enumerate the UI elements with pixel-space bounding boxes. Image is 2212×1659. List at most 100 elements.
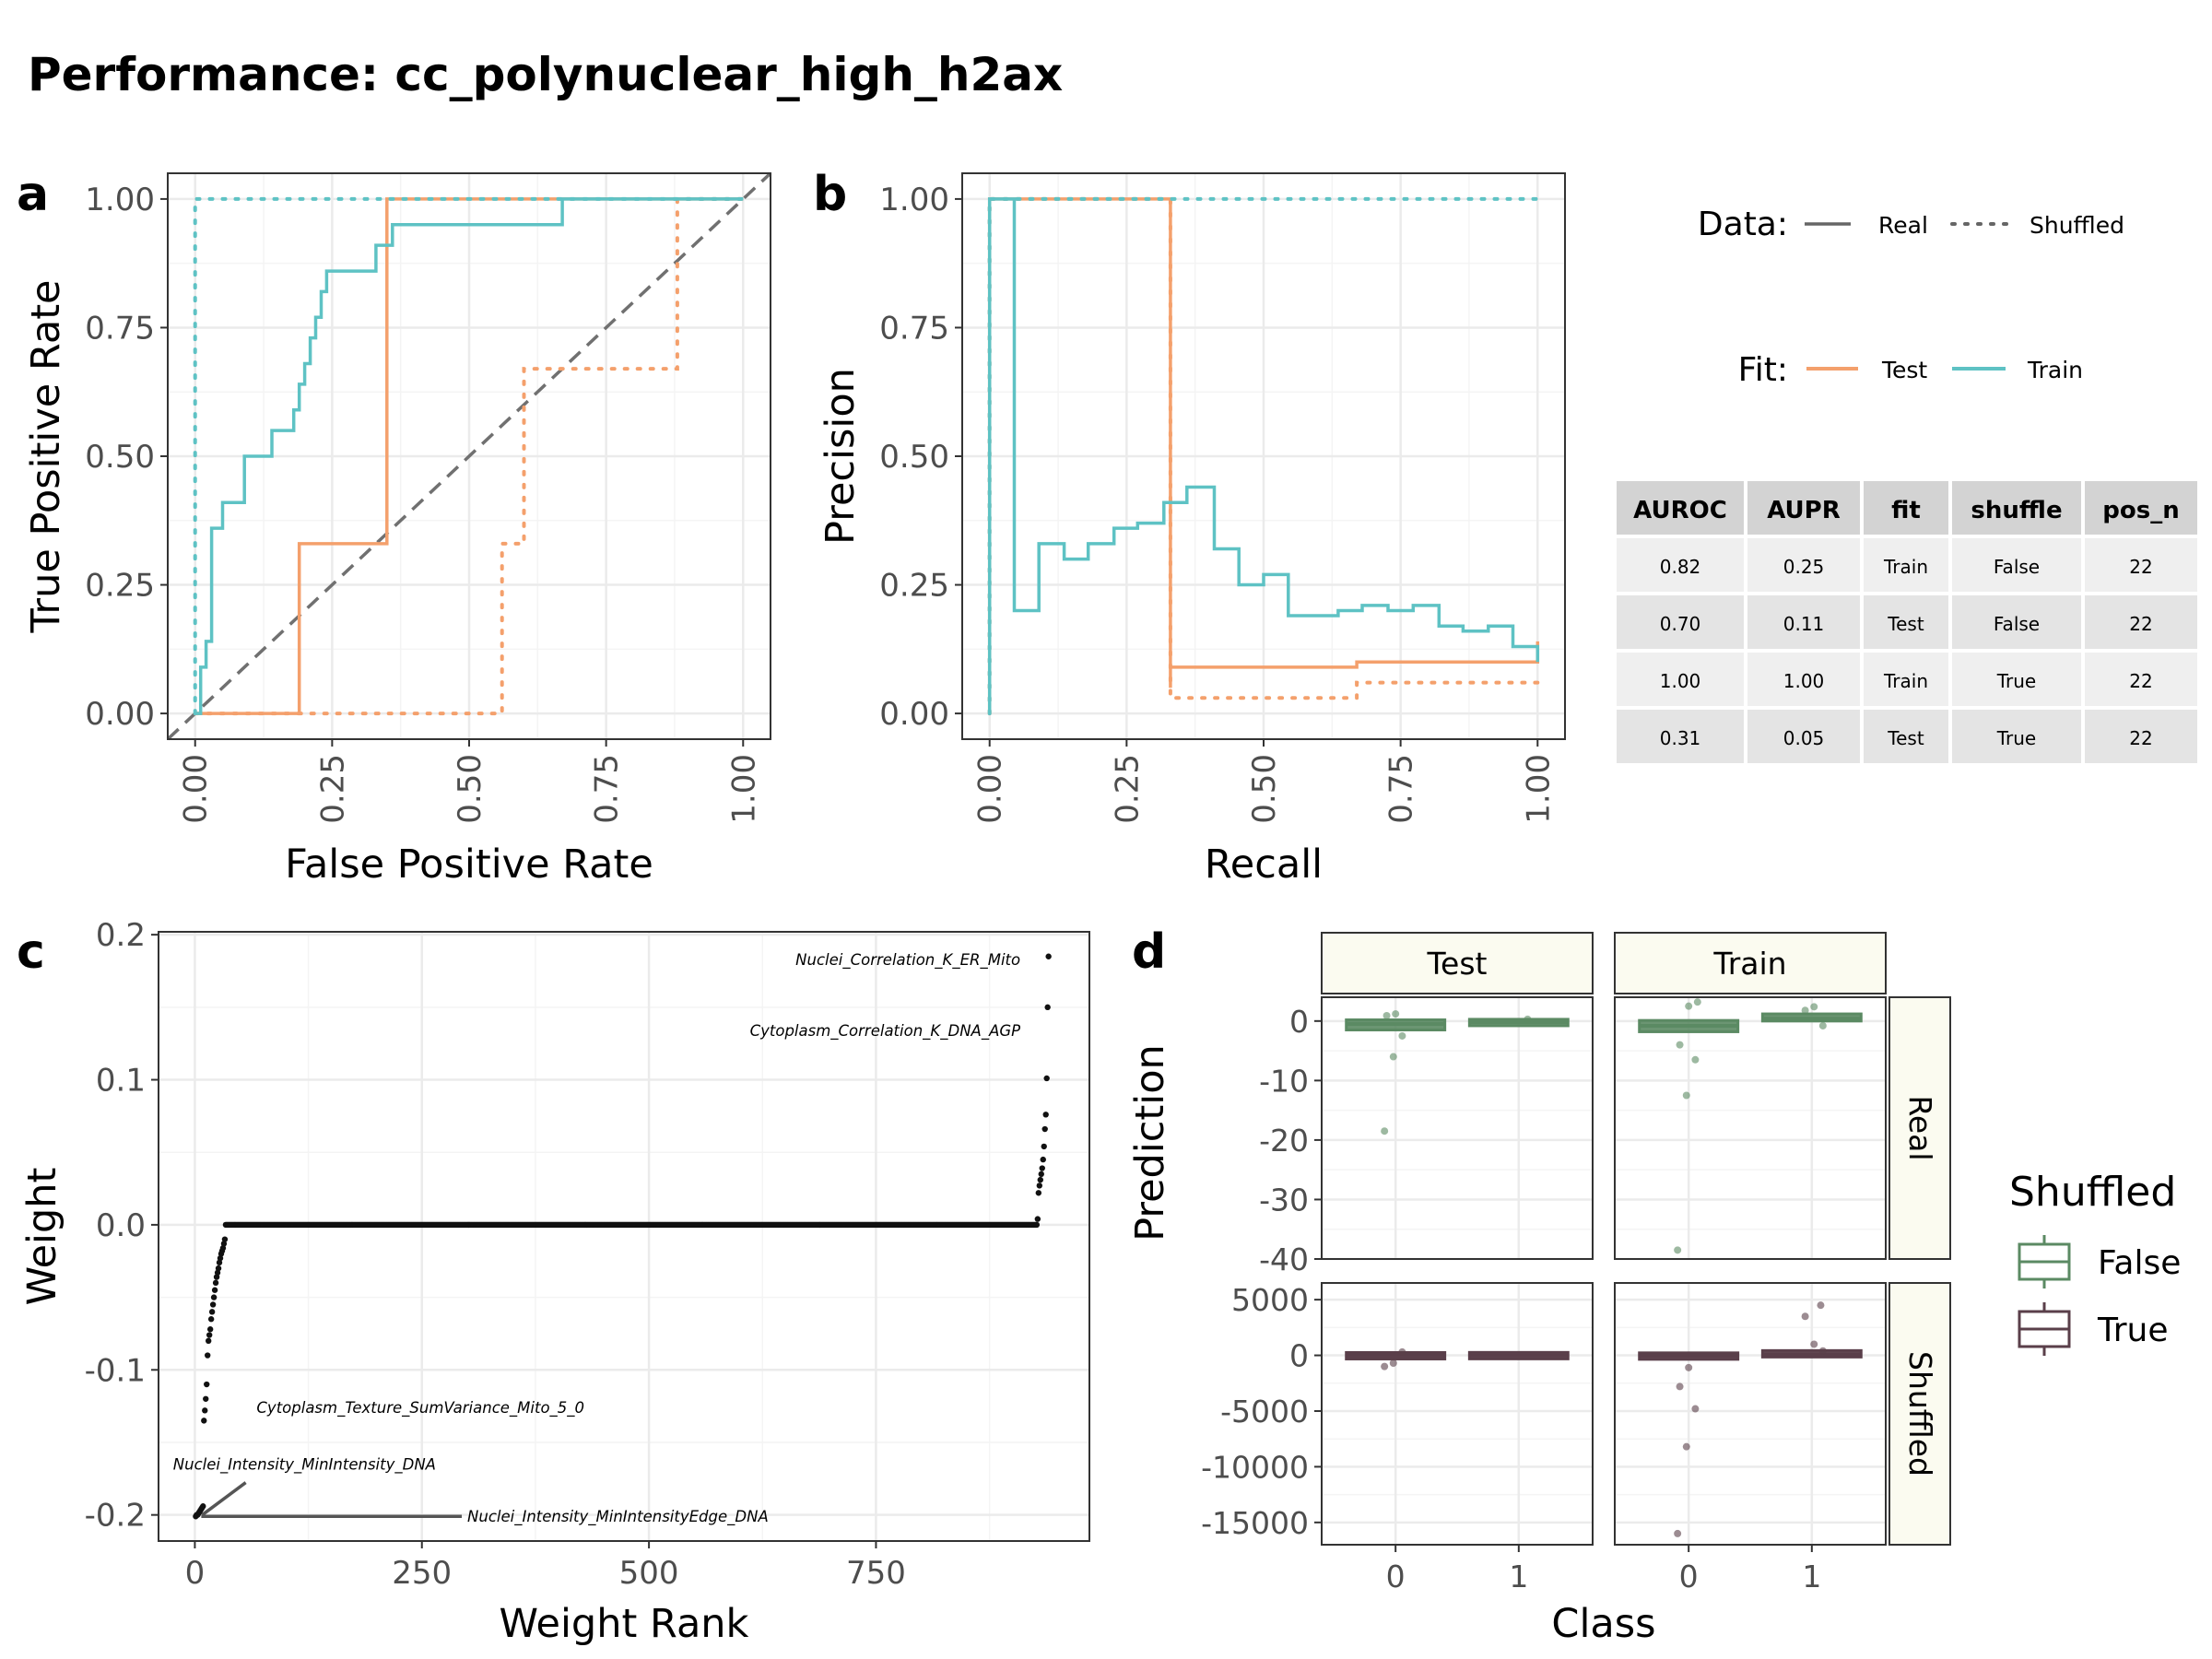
prediction-point [1676,1382,1684,1391]
y-tick-label: 0.00 [85,696,155,733]
y-tick-label: -0.2 [85,1498,146,1535]
prediction-point [1801,1312,1809,1321]
table-cell-text: 0.11 [1783,613,1825,635]
y-tick-label: -30 [1259,1182,1309,1218]
prediction-point [1674,1529,1682,1537]
weight-point-low [215,1265,222,1272]
prediction-point [1389,1359,1397,1368]
facet-frame [1321,996,1594,1260]
weight-point-low [205,1352,211,1359]
x-axis-title: Weight Rank [500,1601,749,1647]
table-cell [1948,649,2085,710]
weight-point-low [212,1279,219,1287]
table-header-cell [2081,477,2201,538]
table-header-fit: fit [1891,497,1921,524]
table-cell [1860,649,1952,710]
table-cell [1744,706,1864,767]
prediction-point [1693,998,1701,1006]
table-header-aupr: AUPR [1767,497,1841,524]
curve-test-shuffled [193,196,746,716]
table-cell-text: 0.05 [1783,727,1825,749]
prediction-point [1381,1362,1389,1371]
table-cell [2081,592,2201,653]
table-cell-text: Train [1883,670,1928,692]
facet-strip-train [1614,932,1887,994]
x-tick-label: 750 [846,1555,906,1592]
roc-panel: 0.00 0.00 0.25 0.25 0.50 0.50 0.75 0.75 1.00 1.00… [23,171,772,888]
weight-point-high [1037,1176,1043,1183]
y-tick-label: -40 [1259,1241,1309,1277]
weight-point-high [1042,1112,1049,1118]
prediction-point [1682,1442,1690,1451]
table-header-auroc: AUROC [1633,497,1727,524]
prediction-point [1817,1301,1825,1310]
table-cell-text: 22 [2129,556,2152,578]
curve-train-shuffled [987,196,1540,716]
table-cell-text: False [1994,613,2040,635]
weight-point-zero [1033,1221,1041,1229]
prediction-point [1381,1127,1389,1135]
table-header-cell [1948,477,2085,538]
y-axis-title: Prediction [1127,1044,1173,1241]
x-tick-label: 0 [185,1555,206,1592]
y-tick-label: 0.25 [879,568,949,605]
x-tick-label: 0.00 [972,754,1009,824]
curve-train-real [194,197,744,715]
x-tick-label: 0.75 [589,754,626,824]
prediction-point [1398,1347,1406,1356]
table-cell-text: 22 [2129,727,2152,749]
shuffled-legend: Shuffled False True [2009,1169,2181,1356]
legend-label-true: True [2097,1312,2168,1349]
prediction-point [1691,1405,1700,1413]
table-cell-text: Train [1883,556,1928,578]
weight-point-low [206,1326,214,1333]
y-tick-label: 0.50 [879,439,949,476]
weight-point-high [1040,1156,1046,1163]
legend-data-title: Data: [1698,206,1788,243]
x-tick-label: 1.00 [725,754,762,824]
table-cell-text: 1.00 [1783,670,1825,692]
x-tick-label: 1 [1509,1559,1528,1594]
prediction-point [1685,1363,1693,1371]
table-cell-text: 0.70 [1660,613,1701,635]
panel-letter-d: d [1132,924,1166,980]
x-tick-label: 1 [1802,1559,1821,1594]
y-axis-title: True Positive Rate [23,279,69,633]
table-header-cell [1744,477,1864,538]
metrics-table: AUROC AUPR fit shuffle pos_n 0.82 0.25 Train Fal… [1613,477,2201,767]
table-cell [1613,649,1747,710]
table-cell [2081,706,2201,767]
table-cell-text: True [1996,670,2036,692]
figure-title: Performance: cc_polynuclear_high_h2ax [28,48,1063,101]
weight-point-low [201,1418,207,1424]
panel-letter-c: c [17,924,45,980]
prediction-point [1691,1055,1700,1064]
facet-frame [1614,1282,1887,1546]
facet-test-real: 0 -10 -20 -30 -40 [1259,996,1594,1277]
table-cell-text: True [1996,727,2036,749]
feature-annotation: Nuclei_Correlation_K_ER_Mito [795,951,1020,970]
x-axis-title: False Positive Rate [285,841,653,888]
x-tick-label: 0.00 [178,754,215,824]
weight-point-low [210,1294,218,1300]
prediction-point [1524,1015,1532,1023]
weight-point-high [1036,1182,1043,1189]
y-tick-label: -20 [1259,1123,1309,1159]
prediction-panel: Test Train Real Shuffled 0 -10 -20 -30 -40 5000 0 -… [1127,932,1951,1647]
prediction-point [1685,1002,1693,1010]
feature-annotation: Nuclei_Intensity_MinIntensity_DNA [173,1456,436,1475]
weight-point-high [1043,1075,1050,1082]
weights-panel: Nuclei_Correlation_K_ER_Mito Cytoplasm_Co… [19,917,1090,1647]
table-cell-text: 0.25 [1783,556,1825,578]
prediction-point [1674,1246,1682,1254]
y-tick-label: 0.0 [96,1207,146,1244]
y-tick-label: -10 [1259,1063,1309,1099]
table-cell-text: 0.31 [1660,727,1701,749]
weight-point-high [1038,1171,1044,1178]
y-axis-title: Weight [19,1168,65,1306]
table-cell [2081,535,2201,595]
x-axis-title: Recall [1205,841,1323,888]
y-tick-label: 0.75 [85,310,155,347]
facet-frame [1321,1282,1594,1546]
